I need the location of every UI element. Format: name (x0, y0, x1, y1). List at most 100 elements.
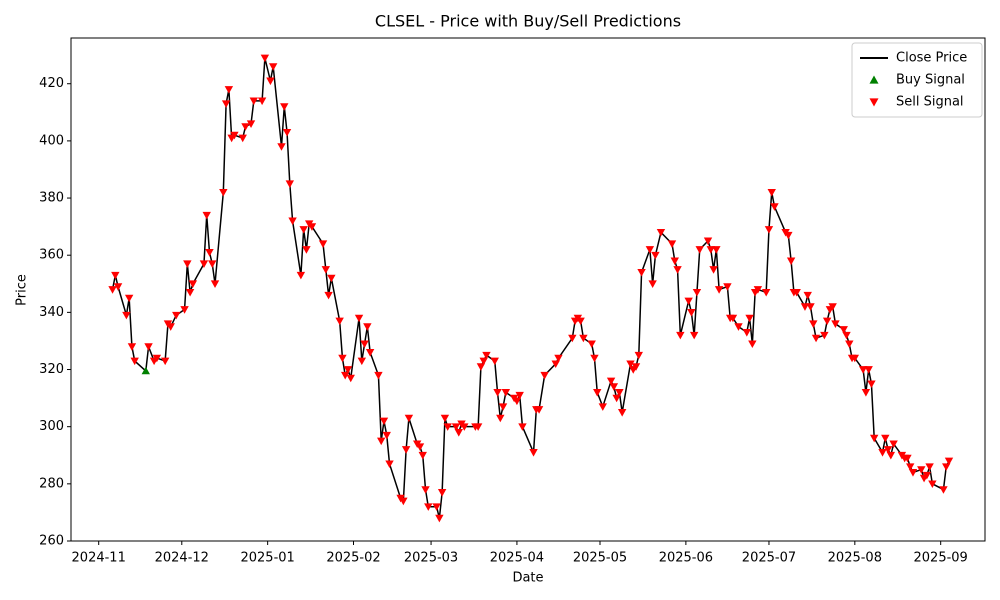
sell-marker (208, 260, 217, 268)
sell-marker (734, 323, 743, 331)
sell-marker (673, 266, 682, 274)
sell-marker (800, 303, 810, 311)
sell-marker (249, 97, 258, 106)
sell-marker (241, 123, 250, 131)
sell-marker (460, 423, 469, 431)
sell-marker (742, 329, 752, 337)
sell-marker (864, 366, 873, 374)
sell-marker (185, 288, 195, 297)
sell-marker (421, 486, 430, 494)
sell-marker (770, 203, 779, 211)
sell-marker (144, 343, 153, 351)
sell-marker (820, 331, 829, 340)
sell-marker (180, 306, 189, 314)
sell-marker (440, 414, 450, 423)
sell-marker (515, 391, 524, 400)
sell-marker (689, 331, 699, 340)
legend-label: Sell Signal (896, 95, 964, 110)
sell-marker (822, 317, 832, 326)
sell-marker (108, 286, 117, 294)
sell-marker (382, 431, 391, 440)
sell-marker (285, 180, 295, 188)
sell-marker (451, 423, 461, 431)
sell-marker (753, 286, 763, 294)
sell-marker (166, 323, 175, 331)
sell-marker (579, 334, 588, 343)
legend: Close Price Buy Signal Sell Signal (851, 42, 983, 118)
sell-marker (540, 371, 549, 380)
legend-label: Buy Signal (896, 73, 965, 88)
sell-marker (363, 323, 372, 331)
sell-marker (944, 457, 954, 466)
sell-marker (338, 354, 347, 363)
sell-marker (496, 414, 505, 423)
y-tick-label: 280 (39, 476, 64, 491)
sell-marker (266, 77, 275, 86)
sell-marker (529, 449, 538, 457)
sell-marker (435, 514, 444, 523)
x-tick-label: 2025-02 (326, 551, 380, 566)
sell-marker (593, 389, 602, 397)
sell-marker (160, 357, 170, 366)
sell-marker (482, 351, 491, 360)
plot-area (108, 54, 954, 523)
legend-marker (869, 75, 879, 84)
sell-marker (404, 414, 414, 423)
sell-marker (257, 97, 267, 106)
sell-marker (928, 480, 937, 489)
sell-marker (443, 423, 452, 431)
sell-marker (889, 440, 898, 449)
sell-marker (473, 423, 483, 431)
x-tick-label: 2025-07 (742, 551, 796, 566)
buy-marker (141, 366, 150, 375)
sell-marker (809, 320, 818, 328)
sell-marker (906, 463, 915, 471)
sell-marker (280, 103, 289, 111)
sell-marker (454, 429, 463, 437)
sell-marker (612, 394, 621, 403)
sell-marker (321, 266, 331, 274)
sell-marker (111, 271, 120, 280)
sell-marker (761, 288, 771, 297)
legend-marker (869, 98, 879, 107)
sell-marker (867, 380, 876, 389)
sell-marker (811, 334, 821, 343)
sell-marker (883, 446, 893, 454)
sell-marker (210, 280, 220, 288)
sell-marker (723, 283, 732, 291)
plot-frame (70, 37, 986, 542)
sell-marker (379, 417, 389, 426)
sell-marker (881, 434, 890, 443)
x-tick-label: 2025-04 (490, 551, 544, 566)
sell-marker (703, 237, 713, 246)
sell-marker (842, 331, 851, 340)
sell-marker (903, 454, 912, 463)
sell-marker (296, 271, 306, 280)
sell-marker (551, 360, 560, 369)
sell-marker (886, 451, 896, 460)
sell-marker (645, 246, 655, 254)
sell-marker (767, 188, 776, 197)
x-tick-label: 2025-08 (828, 551, 882, 566)
sell-marker (357, 357, 367, 366)
sell-marker (587, 340, 596, 349)
sell-marker (598, 403, 607, 411)
sell-marker (615, 389, 624, 397)
sell-marker (850, 354, 860, 363)
sell-marker (692, 288, 702, 297)
sell-marker (152, 354, 162, 363)
sell-marker (609, 383, 619, 391)
sell-marker (728, 314, 738, 323)
sell-marker (634, 351, 643, 360)
sell-marker (617, 409, 627, 417)
sell-marker (415, 443, 425, 451)
sell-marker (221, 100, 231, 108)
sell-marker (205, 248, 214, 257)
y-tick-label: 260 (39, 534, 64, 549)
sell-marker (786, 257, 796, 266)
sell-marker (385, 460, 394, 469)
sell-marker (845, 340, 854, 349)
sell-marker (122, 311, 131, 320)
sell-marker (299, 226, 308, 234)
sell-marker (199, 260, 209, 268)
